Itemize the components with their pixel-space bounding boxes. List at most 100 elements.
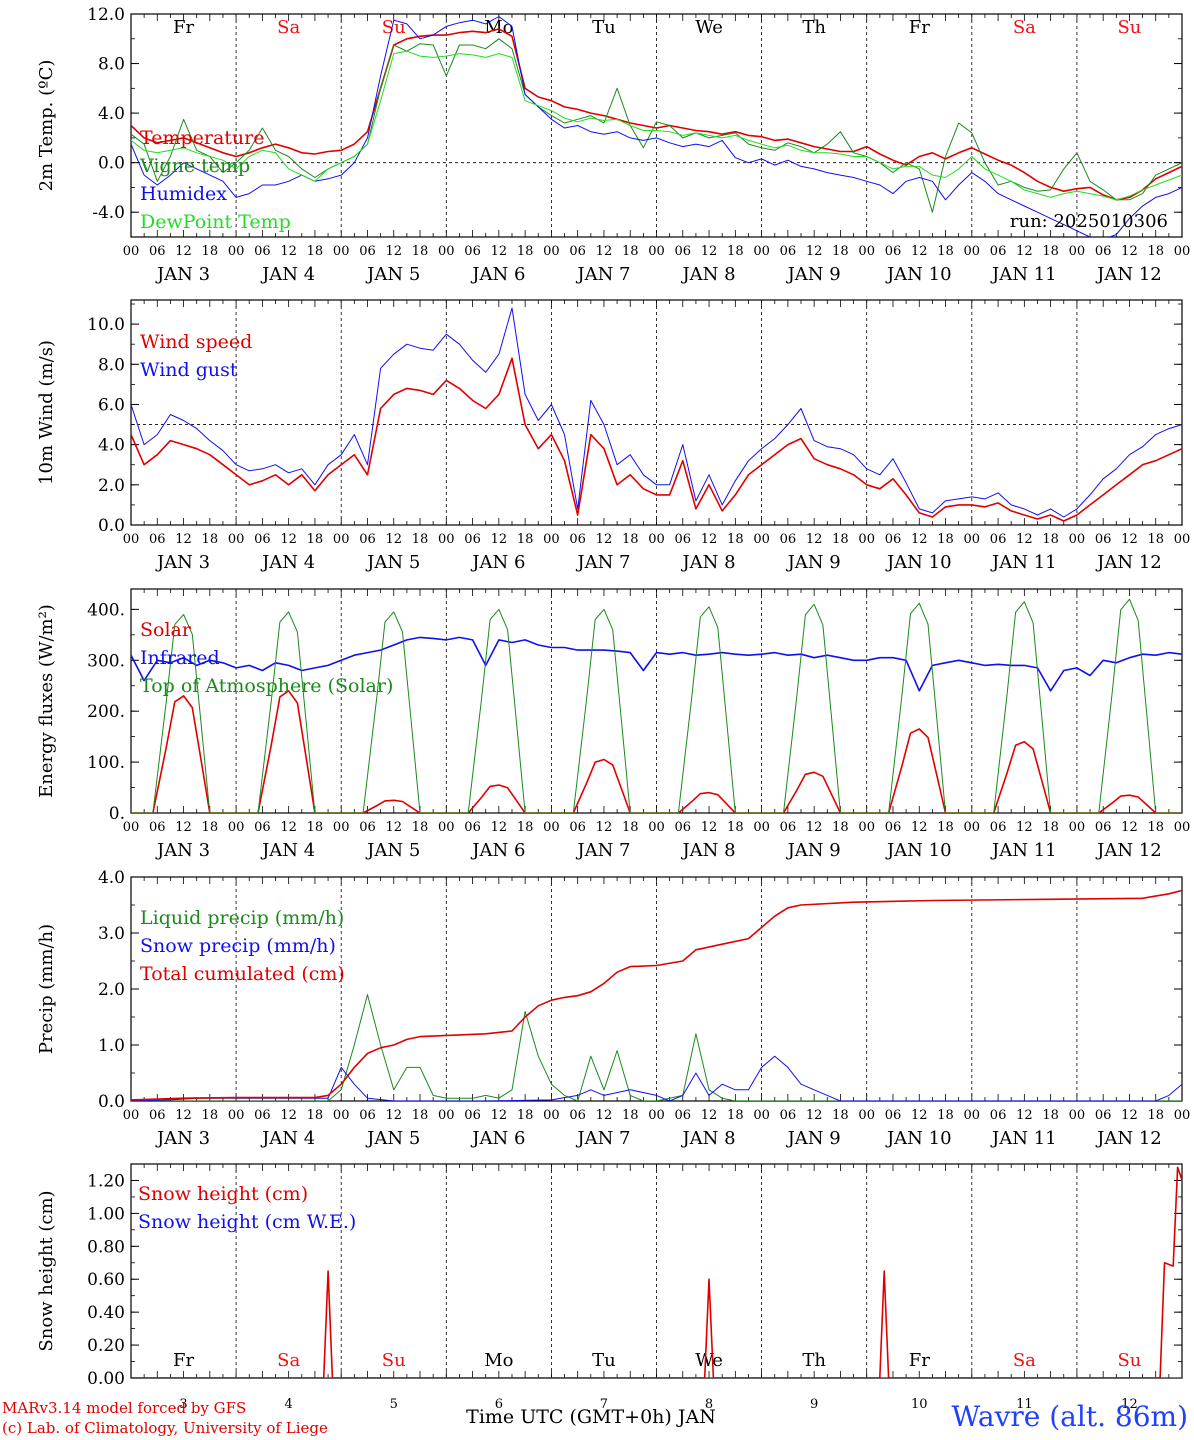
y-tick-label: 12.0 xyxy=(87,5,125,25)
x-hour-label: 12 xyxy=(596,1108,613,1123)
x-hour-label: 06 xyxy=(359,1108,376,1123)
x-hour-label: 00 xyxy=(1069,532,1086,547)
x-hour-label: 12 xyxy=(175,820,192,835)
x-hour-label: 00 xyxy=(438,532,455,547)
x-hour-label: 18 xyxy=(412,1108,429,1123)
weekday-label: Sa xyxy=(1013,17,1036,38)
x-hour-label: 12 xyxy=(280,244,297,259)
x-hour-label: 00 xyxy=(648,820,665,835)
x-hour-label: 18 xyxy=(832,532,849,547)
x-hour-label: 06 xyxy=(885,820,902,835)
y-tick-label: 4.0 xyxy=(98,868,125,888)
x-date-label: JAN 12 xyxy=(1095,840,1162,861)
x-hour-label: 12 xyxy=(280,532,297,547)
legend-entry: Top of Atmosphere (Solar) xyxy=(140,675,393,697)
weekday-label: Fr xyxy=(173,17,194,38)
x-hour-label: 12 xyxy=(1121,1108,1138,1123)
x-hour-label: 12 xyxy=(491,532,508,547)
y-tick-label: 1.00 xyxy=(87,1204,125,1224)
x-hour-label: 06 xyxy=(675,1108,692,1123)
y-tick-label: 100. xyxy=(87,753,125,773)
x-hour-label: 12 xyxy=(280,820,297,835)
x-hour-label: 18 xyxy=(307,820,324,835)
x-hour-label: 00 xyxy=(858,244,875,259)
x-hour-label: 18 xyxy=(622,532,639,547)
x-hour-label: 18 xyxy=(517,820,534,835)
x-hour-label: 18 xyxy=(622,244,639,259)
legend-entry: Vigne temp xyxy=(139,155,250,177)
x-date-label: JAN 8 xyxy=(680,552,735,573)
x-date-label: JAN 7 xyxy=(575,1128,630,1149)
x-hour-label: 18 xyxy=(202,820,219,835)
x-hour-label: 12 xyxy=(1121,820,1138,835)
series-line xyxy=(131,1055,1182,1101)
x-hour-label: 18 xyxy=(1147,532,1164,547)
credit-line-model: MARv3.14 model forced by GFS xyxy=(2,1399,247,1417)
x-hour-label: 18 xyxy=(1042,1108,1059,1123)
plot-frame xyxy=(130,299,1183,526)
x-hour-label: 00 xyxy=(543,1108,560,1123)
x-hour-label: 12 xyxy=(701,820,718,835)
series-line xyxy=(131,307,1182,518)
y-tick-label: 0.40 xyxy=(87,1303,125,1323)
x-date-label: JAN 11 xyxy=(990,1128,1057,1149)
x-date-label: JAN 7 xyxy=(575,552,630,573)
x-hour-label: 18 xyxy=(937,244,954,259)
series-line xyxy=(131,598,1182,813)
x-hour-label: 00 xyxy=(333,244,350,259)
x-hour-label: 12 xyxy=(491,820,508,835)
x-hour-label: 00 xyxy=(1174,820,1191,835)
x-hour-label: 06 xyxy=(359,244,376,259)
x-hour-label: 06 xyxy=(254,1108,271,1123)
x-hour-label: 06 xyxy=(885,532,902,547)
x-hour-label: 00 xyxy=(1174,1108,1191,1123)
y-tick-label: 8.0 xyxy=(98,55,125,75)
x-hour-label: 00 xyxy=(123,244,140,259)
x-hour-label: 18 xyxy=(412,532,429,547)
x-hour-label: 18 xyxy=(727,244,744,259)
x-date-label: JAN 5 xyxy=(365,552,420,573)
weekday-label: Sa xyxy=(1013,1350,1036,1371)
x-hour-label: 18 xyxy=(832,1108,849,1123)
weekday-label: We xyxy=(695,1350,723,1371)
x-date-label: JAN 9 xyxy=(786,552,841,573)
x-hour-label: 12 xyxy=(175,532,192,547)
series-line xyxy=(131,16,1182,237)
x-date-label: JAN 4 xyxy=(260,264,315,285)
x-hour-label: 06 xyxy=(149,532,166,547)
series-line xyxy=(131,50,1182,201)
x-hour-label: 12 xyxy=(491,1108,508,1123)
panel-1: -4.0 0.0 4.0 8.0 12.0 2m Temp. (ºC) 00 06 12 18 00… xyxy=(36,5,1190,285)
x-hour-label: 06 xyxy=(1095,820,1112,835)
x-hour-label: 06 xyxy=(675,244,692,259)
x-date-label: JAN 12 xyxy=(1095,552,1162,573)
x-hour-label: 06 xyxy=(464,820,481,835)
y-tick-label: -4.0 xyxy=(92,203,125,223)
x-hour-label: 18 xyxy=(1147,1108,1164,1123)
y-tick-label: 4.0 xyxy=(98,436,125,456)
x-day-number: 9 xyxy=(810,1397,818,1412)
x-hour-label: 12 xyxy=(1121,532,1138,547)
x-day-number: 10 xyxy=(911,1397,928,1412)
x-hour-label: 06 xyxy=(359,532,376,547)
x-hour-label: 06 xyxy=(149,1108,166,1123)
panel-2: 0.0 2.0 4.0 6.0 8.0 10.0 10m Wind (m/s) 00 06 12 1… xyxy=(36,299,1190,573)
x-hour-label: 12 xyxy=(911,532,928,547)
y-tick-label: 0.60 xyxy=(87,1270,125,1290)
legend-entry: DewPoint Temp xyxy=(140,211,291,233)
x-hour-label: 06 xyxy=(569,820,586,835)
x-day-number: 3 xyxy=(179,1397,187,1412)
x-hour-label: 00 xyxy=(123,532,140,547)
x-date-label: JAN 3 xyxy=(155,840,210,861)
x-hour-label: 18 xyxy=(202,532,219,547)
x-hour-label: 00 xyxy=(228,1108,245,1123)
x-hour-label: 00 xyxy=(333,1108,350,1123)
x-hour-label: 06 xyxy=(569,244,586,259)
legend-entry: Wind speed xyxy=(140,331,252,353)
x-date-label: JAN 5 xyxy=(365,840,420,861)
x-hour-label: 18 xyxy=(1147,820,1164,835)
x-date-label: JAN 5 xyxy=(365,264,420,285)
legend-entry: Total cumulated (cm) xyxy=(140,963,345,985)
x-hour-label: 12 xyxy=(385,1108,402,1123)
x-hour-label: 06 xyxy=(885,244,902,259)
